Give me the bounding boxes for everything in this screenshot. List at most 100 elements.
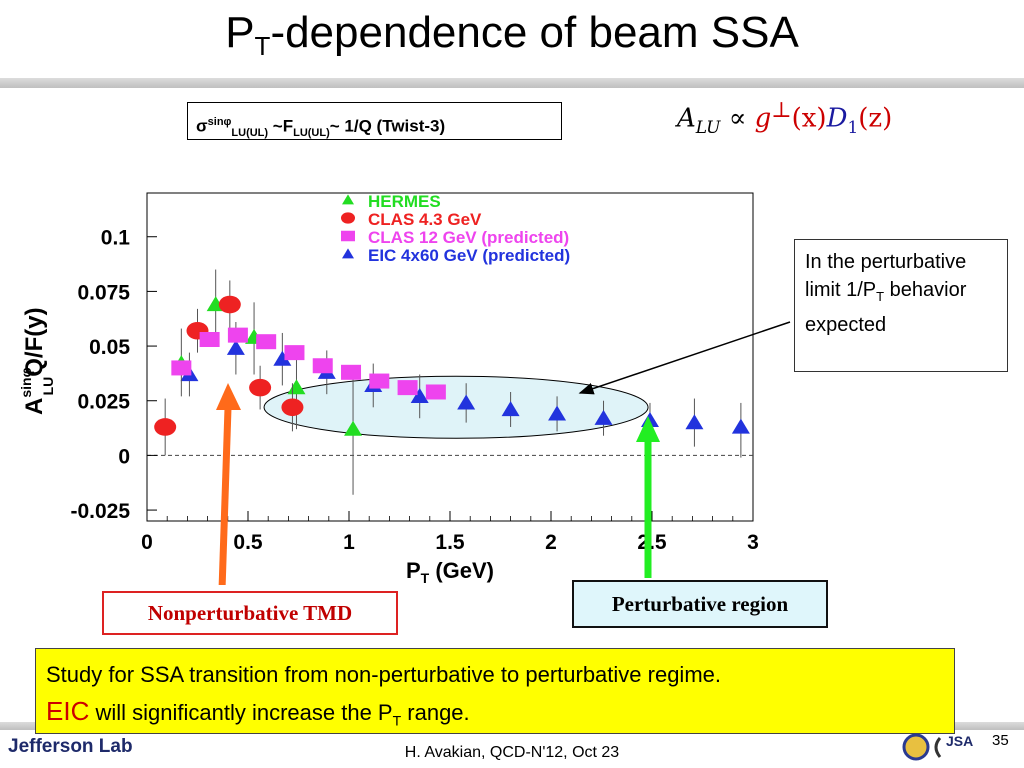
data-point xyxy=(344,420,363,436)
perturbative-callout: In the perturbative limit 1/PT behavior … xyxy=(794,239,1008,372)
x-tick-label: 3 xyxy=(747,531,759,554)
summary-sub: T xyxy=(392,712,402,729)
legend-label-eic-4x60-gev-predicted: EIC 4x60 GeV (predicted) xyxy=(368,246,570,265)
callout-arrow xyxy=(578,321,791,395)
data-point xyxy=(227,327,248,343)
alu-formula: ALU ∝ g⊥(x)D1(z) xyxy=(677,98,892,138)
plot-frame xyxy=(146,192,754,522)
summary-eic: EIC xyxy=(46,696,90,726)
data-point xyxy=(218,295,241,314)
x-tick-label: 1 xyxy=(343,531,355,554)
chart: 0 0.5 1 1.5 2 2.5 3 -0.025 0 0.025 0.05 0.075 0.1 HE… xyxy=(18,192,791,585)
perturbative-region-ellipse xyxy=(263,375,649,439)
alu-g: g xyxy=(754,103,772,134)
sigma-sub: LU(UL) xyxy=(231,127,269,140)
x-tick-label: 0.5 xyxy=(233,531,263,554)
perturbative-arrowhead xyxy=(636,416,660,442)
slide-title: PT-dependence of beam SSA xyxy=(0,8,1024,62)
data-point xyxy=(548,405,567,421)
y-tick-label: 0.025 xyxy=(77,391,130,414)
legend-marker-hermes xyxy=(342,194,354,205)
data-point xyxy=(457,394,476,410)
legend-label-clas-12-gev-predicted: CLAS 12 GeV (predicted) xyxy=(368,228,569,247)
y-tick-label: 0.1 xyxy=(101,227,131,250)
sigma-symbol: σ xyxy=(196,116,208,136)
x-tick-label: 2.5 xyxy=(637,531,667,554)
x-axis-label: PT (GeV) xyxy=(406,558,494,585)
data-point xyxy=(226,339,245,355)
legend-marker-eic-4x60-gev-predicted xyxy=(342,248,354,259)
data-point xyxy=(171,360,192,376)
legend-marker-clas-12-gev-predicted xyxy=(341,230,355,242)
alu-d-arg: (z) xyxy=(858,103,893,134)
alu-g-sup: ⊥ xyxy=(771,98,792,123)
data-point xyxy=(410,387,429,403)
summary-line2a: will significantly increase the P xyxy=(89,700,393,725)
jsa-swoosh-icon xyxy=(934,737,942,758)
alu-a: A xyxy=(677,103,696,134)
series-eic-4x60-gev-predicted xyxy=(180,322,750,458)
y-tick-label: 0.075 xyxy=(77,281,130,304)
legend-label-hermes: HERMES xyxy=(368,192,441,211)
nonperturbative-arrowhead xyxy=(216,383,241,410)
alu-d: D xyxy=(826,103,848,134)
data-point xyxy=(281,398,304,417)
region-arrows xyxy=(216,383,660,585)
axes-layer: 0 0.5 1 1.5 2 2.5 3 -0.025 0 0.025 0.05 0.075 0.1 xyxy=(70,227,758,554)
data-point xyxy=(199,332,220,348)
nonperturbative-label: Nonperturbative TMD xyxy=(102,591,398,635)
data-point xyxy=(731,418,750,434)
jefferson-lab-logo: Jefferson Lab xyxy=(8,736,133,757)
jsa-logo: JSA xyxy=(902,733,973,761)
alu-prop: ∝ xyxy=(720,103,755,134)
data-point xyxy=(425,384,446,400)
ylabel-a: A xyxy=(21,398,48,415)
formula-box: σsinφLU(UL) ~FLU(UL)~ 1/Q (Twist-3) xyxy=(187,102,562,140)
ellipse-layer xyxy=(263,375,649,439)
alu-g-arg: (x) xyxy=(791,103,827,134)
sigma-sup: sinφ xyxy=(207,116,232,128)
data-point xyxy=(685,414,704,430)
formula-tail: ~ 1/Q (Twist-3) xyxy=(329,116,446,136)
f-sub: LU(UL) xyxy=(293,127,330,140)
x-tick-label: 0 xyxy=(141,531,153,554)
data-point xyxy=(312,358,333,374)
legend-marker-clas-4-3-gev xyxy=(341,212,355,224)
x-tick-label: 1.5 xyxy=(435,531,465,554)
data-point xyxy=(397,380,418,396)
data-point xyxy=(273,350,292,366)
xlabel-sub: T xyxy=(421,570,430,585)
data-point xyxy=(249,378,272,397)
data-point xyxy=(369,373,390,389)
y-tick-label: 0 xyxy=(118,445,130,468)
summary-box: Study for SSA transition from non-pertur… xyxy=(35,648,955,734)
data-layer xyxy=(154,269,750,495)
page-number: 35 xyxy=(992,732,1009,749)
ylabel-sup: sinφ xyxy=(18,367,34,397)
x-tick-label: 2 xyxy=(545,531,557,554)
nonperturbative-arrow xyxy=(218,407,232,585)
callout-line1: In the perturbative limit 1/P xyxy=(805,251,967,301)
title-rest: -dependence of beam SSA xyxy=(270,8,799,57)
data-point xyxy=(256,334,277,350)
data-point xyxy=(154,418,177,436)
ylabel-sub: LU xyxy=(40,377,56,396)
alu-a-sub: LU xyxy=(695,117,721,138)
title-p: P xyxy=(225,8,255,57)
data-point xyxy=(594,409,613,425)
title-subscript: T xyxy=(254,31,271,61)
perturbative-label: Perturbative region xyxy=(572,580,828,628)
y-tick-label: 0.05 xyxy=(89,336,130,359)
jsa-text: JSA xyxy=(946,733,973,749)
xlabel-p: P xyxy=(406,558,421,583)
y-axis-label: Asinφ LUQ/F(y) xyxy=(18,307,56,415)
summary-line2: EIC will significantly increase the PT r… xyxy=(46,693,944,738)
doe-seal-icon xyxy=(902,733,930,761)
ylabel-rest: Q/F(y) xyxy=(21,307,48,376)
xlabel-rest: (GeV) xyxy=(429,558,494,583)
summary-line1: Study for SSA transition from non-pertur… xyxy=(46,662,721,687)
formula-mid: ~F xyxy=(268,116,294,136)
alu-d-sub: 1 xyxy=(847,117,859,138)
footer-text: H. Avakian, QCD-N'12, Oct 23 xyxy=(404,744,620,761)
callout-line2: behavior expected xyxy=(805,279,967,336)
